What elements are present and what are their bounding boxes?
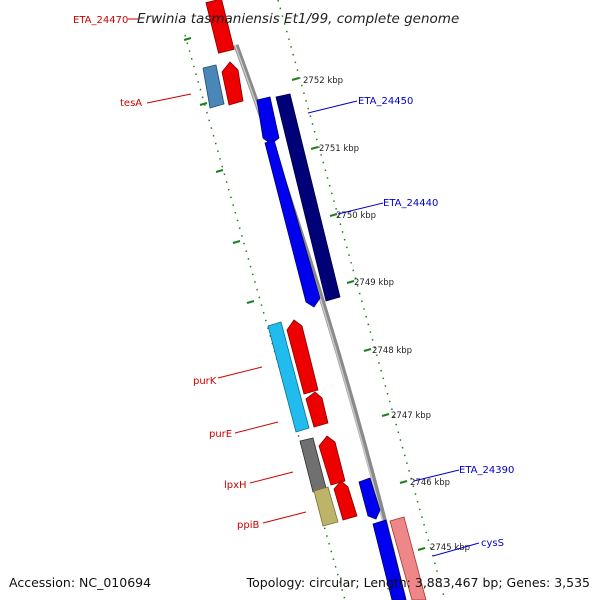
gene-label-ETA_24440[interactable]: ETA_24440 bbox=[383, 198, 438, 209]
leader-purK bbox=[217, 366, 263, 379]
tick-mark bbox=[215, 169, 224, 173]
leader-lpxH bbox=[249, 471, 294, 484]
tick-marks bbox=[183, 37, 426, 551]
tick-label: 2747 kbp bbox=[391, 411, 431, 421]
gene-label-ETA_24390[interactable]: ETA_24390 bbox=[459, 465, 514, 476]
gene-purK[interactable] bbox=[267, 319, 319, 433]
gene-lpxH[interactable] bbox=[299, 435, 346, 493]
gene-ETA_24440[interactable] bbox=[264, 93, 341, 308]
leader-ppiB bbox=[262, 511, 307, 524]
tick-label: 2745 kbp bbox=[430, 543, 470, 553]
tick-label: 2748 kbp bbox=[372, 346, 412, 356]
gene-label-purE[interactable]: purE bbox=[209, 429, 232, 440]
tick-mark bbox=[199, 102, 208, 106]
tick-mark bbox=[381, 413, 390, 417]
tick-labels: 2752 kbp 2751 kbp 2750 kbp 2749 kbp 2748… bbox=[303, 76, 470, 553]
tick-label: 2749 kbp bbox=[354, 278, 394, 288]
genome-summary-text: Topology: circular; Length: 3,883,467 bp… bbox=[246, 575, 590, 590]
accession-text: Accession: NC_010694 bbox=[9, 575, 151, 590]
gene-label-lpxH[interactable]: lpxH bbox=[224, 480, 247, 491]
tick-track-right bbox=[277, 0, 446, 600]
tick-mark bbox=[329, 213, 338, 217]
gene-labels: ETA_24470 tesA ETA_24450 ETA_24440 purK … bbox=[73, 15, 514, 549]
gene-tesA[interactable] bbox=[202, 64, 225, 109]
gene-label-ETA_24450[interactable]: ETA_24450 bbox=[358, 96, 413, 107]
gene-label-ppiB[interactable]: ppiB bbox=[237, 520, 259, 531]
gene-label-tesA[interactable]: tesA bbox=[120, 98, 142, 109]
gene-ETA_24390[interactable] bbox=[358, 477, 381, 520]
leader-ETA_24390 bbox=[413, 469, 460, 482]
gene-label-purK[interactable]: purK bbox=[193, 376, 217, 387]
tick-mark bbox=[399, 480, 408, 484]
gene-ppiB[interactable] bbox=[313, 480, 358, 527]
gene-ETA_24470[interactable] bbox=[205, 0, 235, 54]
leader-purE bbox=[234, 421, 279, 434]
leader-ETA_24450 bbox=[307, 100, 358, 114]
tick-mark bbox=[346, 280, 355, 284]
tick-label: 2752 kbp bbox=[303, 76, 343, 86]
gene-purE[interactable] bbox=[305, 391, 329, 428]
tick-label: 2751 kbp bbox=[319, 144, 359, 154]
map-title: Erwinia tasmaniensis Et1/99, complete ge… bbox=[137, 11, 459, 27]
leader-tesA bbox=[146, 93, 192, 104]
leader-cysS bbox=[432, 542, 480, 557]
tick-mark bbox=[246, 300, 255, 304]
gene-label-ETA_24470[interactable]: ETA_24470 bbox=[73, 15, 128, 26]
tick-mark bbox=[417, 547, 426, 551]
gene-ETA_24450[interactable] bbox=[256, 96, 280, 145]
tick-label: 2746 kbp bbox=[410, 478, 450, 488]
tick-mark bbox=[183, 37, 192, 41]
gene-tesA-arrow[interactable] bbox=[221, 61, 244, 106]
gene-label-cysS[interactable]: cysS bbox=[481, 538, 504, 549]
leader-ETA_24440 bbox=[337, 202, 384, 215]
label-leaders bbox=[128, 18, 480, 557]
tick-mark bbox=[310, 146, 319, 150]
tick-label: 2750 kbp bbox=[336, 211, 376, 221]
tick-mark bbox=[363, 348, 372, 352]
tick-mark bbox=[291, 77, 300, 81]
tick-mark bbox=[232, 240, 241, 244]
gene-cysS[interactable] bbox=[372, 516, 427, 600]
